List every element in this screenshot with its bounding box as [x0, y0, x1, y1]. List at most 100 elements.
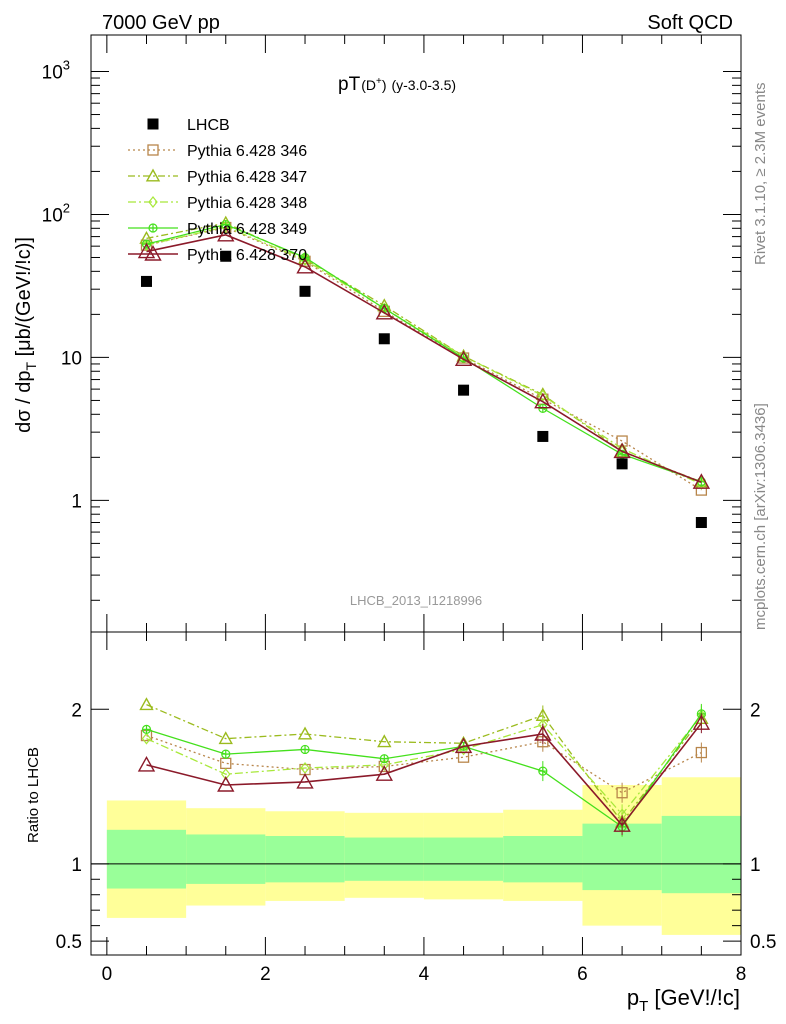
ratio-band-inner-2 — [265, 836, 345, 883]
main-ylabel: dσ / dpT [μb/(GeV!/!c)] — [13, 237, 39, 433]
main-point-s370-1 — [217, 225, 235, 242]
legend-label-s370: Pythia 6.428 370 — [187, 247, 307, 264]
main-point-s370-5 — [534, 392, 552, 409]
ratio-line-s349 — [146, 713, 702, 828]
legend-label-data: LHCB — [187, 117, 230, 134]
ratio-xlabel-tail: [GeV!/!c] — [648, 985, 740, 1010]
main-line-s347 — [146, 222, 702, 483]
ratio-band-inner-0 — [106, 829, 187, 889]
ratio-point-s370-5 — [534, 725, 552, 741]
main-ytick-label-2: 10 — [61, 348, 82, 369]
main-ylabel-tail: [μb/(GeV!/!c)] — [13, 237, 35, 362]
ratio-xtick-label-0: 0 — [102, 964, 113, 985]
ratio-point-s370-1 — [217, 776, 235, 792]
ratio-point-s347-0 — [139, 697, 154, 711]
legend-label-s346: Pythia 6.428 346 — [187, 143, 307, 160]
ratio-xlabel-sub: T — [639, 998, 648, 1015]
energy-label: 7000 GeV pp — [102, 12, 220, 34]
main-ytick-label-3: 1 — [71, 491, 82, 512]
plot-title-particle-sup: + — [376, 76, 382, 87]
plot-title-particle: (D — [361, 77, 376, 93]
ratio-series-layer — [137, 697, 711, 837]
ratio-point-s346-7 — [695, 746, 708, 759]
analysis-id: LHCB_2013_I1218996 — [350, 593, 482, 608]
main-point-s370-6 — [613, 442, 631, 459]
main-point-data-0 — [140, 275, 152, 287]
legend-marker-s346 — [147, 144, 159, 156]
ratio-band-inner-1 — [186, 834, 266, 884]
ratio-xlabel: pT [GeV!/!c] — [627, 985, 740, 1015]
plot-title-particle-close: ) — [382, 77, 387, 93]
main-ytick-label-0: 103 — [42, 57, 70, 83]
main-point-s348-2 — [300, 254, 310, 266]
ratio-band-inner-3 — [344, 837, 424, 881]
main-point-data-3 — [378, 333, 390, 345]
ratio-point-s348-1 — [220, 768, 231, 781]
rivet-label: Rivet 3.1.10, ≥ 2.3M events — [752, 83, 769, 266]
ratio-ytick-label-left-2: 0.5 — [56, 932, 82, 953]
main-line-s346 — [146, 226, 702, 491]
main-point-s370-7 — [692, 473, 711, 489]
ratio-ylabel: Ratio to LHCB — [25, 747, 42, 843]
ratio-point-s348-3 — [379, 758, 390, 771]
main-point-data-2 — [299, 285, 311, 297]
legend-marker-s348 — [148, 196, 158, 208]
legend: LHCB Pythia 6.428 346 Pythia 6.428 347 Pyth… — [128, 117, 307, 264]
legend-label-s348: Pythia 6.428 348 — [187, 195, 307, 212]
ratio-point-s370-0 — [137, 755, 156, 772]
ratio-axes: 2 2 1 1 0.5 0.5 0 2 4 6 8 — [56, 632, 776, 985]
ratio-plot-frame — [90, 631, 742, 956]
ratio-ytick-label-right-0: 2 — [750, 700, 761, 721]
ratio-point-s348-0 — [141, 732, 152, 745]
ratio-point-s370-7 — [692, 714, 711, 730]
process-label: Soft QCD — [647, 12, 733, 34]
main-point-data-7 — [695, 517, 707, 529]
ratio-line-s346 — [146, 734, 702, 794]
legend-label-s349: Pythia 6.428 349 — [187, 221, 307, 238]
ratio-xtick-label-3: 6 — [577, 964, 588, 985]
ratio-band-inner-5 — [503, 836, 583, 883]
mcplots-label: mcplots.cern.ch [arXiv:1306.3436] — [752, 403, 769, 630]
ratio-plot: 2 2 1 1 0.5 0.5 0 2 4 6 8 Ratio to LHCB pT [GeV!/!… — [25, 631, 776, 1015]
ratio-point-s370-4 — [454, 737, 473, 754]
ratio-xtick-label-4: 8 — [736, 964, 747, 985]
plot-title: pT(D+) (y-3.0-3.5) — [338, 74, 456, 95]
ratio-band-inner-4 — [423, 837, 504, 881]
main-line-s349 — [146, 223, 702, 483]
legend-marker-data — [147, 118, 159, 130]
main-ylabel-main: dσ / dp — [13, 371, 35, 433]
legend-marker-s347 — [145, 168, 161, 182]
main-line-s348 — [146, 226, 702, 485]
ratio-line-s370 — [146, 722, 702, 827]
ratio-point-s347-1 — [218, 731, 233, 745]
main-point-s370-3 — [375, 303, 393, 320]
plot-title-range: (y-3.0-3.5) — [391, 77, 456, 93]
plot-title-main: pT — [338, 74, 361, 95]
ratio-point-s347-2 — [297, 726, 313, 740]
legend-label-s347: Pythia 6.428 347 — [187, 169, 307, 186]
main-point-s348-7 — [696, 478, 707, 491]
ratio-xlabel-main: p — [627, 985, 639, 1010]
main-point-data-5 — [537, 430, 549, 442]
legend-marker-s370 — [144, 245, 162, 261]
main-point-s370-2 — [296, 257, 314, 274]
ratio-point-s347-3 — [377, 734, 392, 748]
main-point-data-1 — [220, 250, 232, 262]
ratio-line-s348 — [146, 715, 702, 816]
ratio-band-inner-7 — [661, 815, 741, 894]
ratio-point-s346-1 — [220, 757, 232, 770]
ratio-xtick-label-1: 2 — [260, 964, 271, 985]
main-series-layer — [137, 215, 711, 529]
ratio-band-layer — [91, 777, 741, 935]
main-point-s370-4 — [454, 350, 473, 366]
ratio-ytick-label-right-2: 0.5 — [750, 932, 776, 953]
main-line-s370 — [146, 234, 702, 483]
ratio-point-s370-2 — [296, 772, 314, 789]
ratio-xtick-label-2: 4 — [419, 964, 430, 985]
main-point-data-4 — [458, 384, 470, 396]
main-ylabel-sub: T — [23, 362, 39, 371]
ratio-point-s370-3 — [375, 765, 393, 781]
ratio-ytick-label-left-1: 1 — [71, 855, 82, 876]
